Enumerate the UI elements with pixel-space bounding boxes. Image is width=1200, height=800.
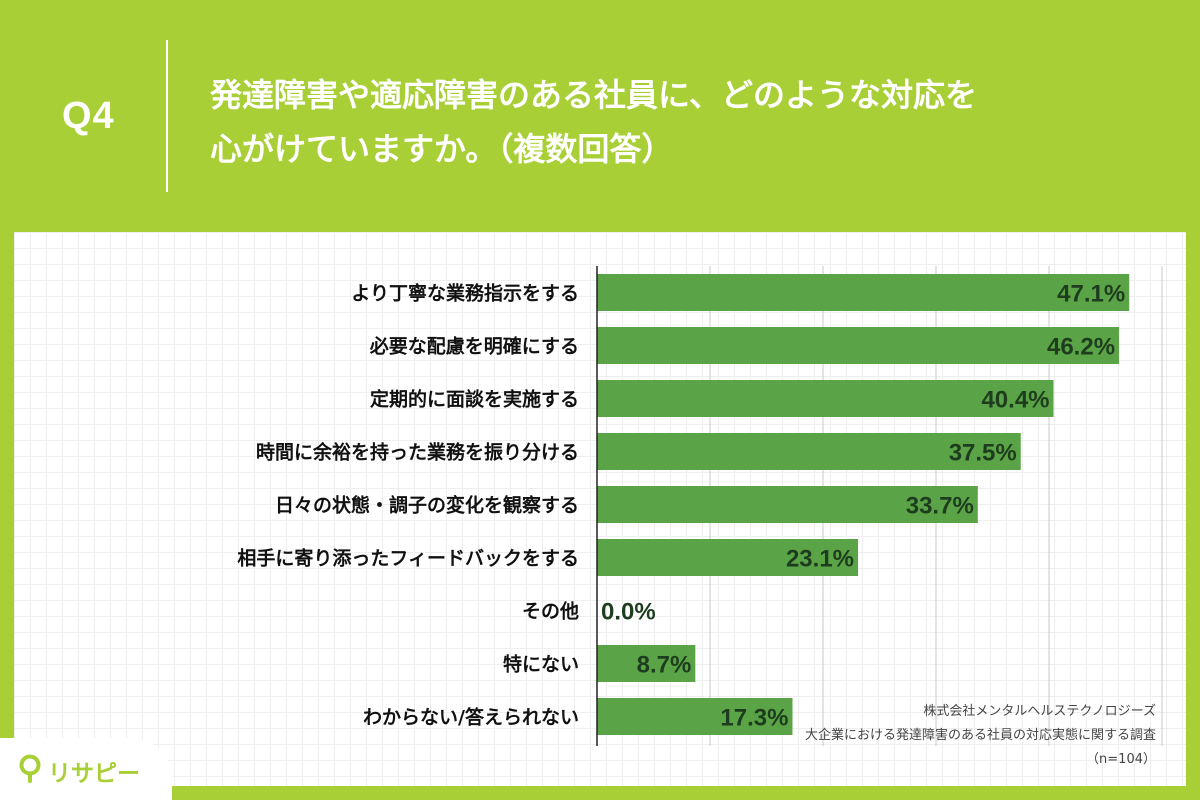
chart-panel: より丁寧な業務指示をする 47.1% 必要な配慮を明確にする 46.2% 定期的に面談を… xyxy=(14,232,1186,786)
source-sample-size: （n=104） xyxy=(1086,752,1156,767)
brand-logo-text: リサピー xyxy=(48,761,140,787)
bar xyxy=(597,327,1120,364)
bar-chart: より丁寧な業務指示をする 47.1% 必要な配慮を明確にする 46.2% 定期的に面談を… xyxy=(237,266,1163,746)
value-label: 40.4% xyxy=(981,387,1049,414)
value-label: 37.5% xyxy=(949,440,1017,467)
value-label: 23.1% xyxy=(786,546,854,573)
location-pin-icon xyxy=(19,754,41,783)
category-label: 必要な配慮を明確にする xyxy=(369,335,579,358)
value-label: 33.7% xyxy=(906,493,974,520)
question-number: Q4 xyxy=(62,95,115,137)
value-label: 8.7% xyxy=(637,652,692,679)
question-title: 発達障害や適応障害のある社員に、どのような対応を 心がけていますか。（複数回答） xyxy=(210,68,1110,176)
category-label: 日々の状態・調子の変化を観察する xyxy=(275,494,579,517)
bar xyxy=(597,433,1021,470)
bar xyxy=(597,274,1130,311)
category-label: 定期的に面談を実施する xyxy=(370,388,579,411)
category-label: より丁寧な業務指示をする xyxy=(351,282,579,305)
bar xyxy=(597,645,696,682)
question-title-line1: 発達障害や適応障害のある社員に、どのような対応を xyxy=(210,76,978,114)
value-label: 0.0% xyxy=(601,599,656,626)
category-label: その他 xyxy=(522,600,579,623)
bar xyxy=(597,539,859,576)
question-title-line2: 心がけていますか。（複数回答） xyxy=(210,130,674,168)
bar xyxy=(597,380,1054,417)
value-label: 46.2% xyxy=(1047,334,1115,361)
header: Q4 発達障害や適応障害のある社員に、どのような対応を 心がけていますか。（複数… xyxy=(0,0,1200,230)
bar xyxy=(597,486,978,523)
header-divider xyxy=(166,40,168,192)
category-label: 相手に寄り添ったフィードバックをする xyxy=(237,547,579,570)
category-label: 時間に余裕を持った業務を振り分ける xyxy=(256,441,579,464)
source-company: 株式会社メンタルヘルステクノロジーズ xyxy=(923,704,1156,719)
value-label: 17.3% xyxy=(720,705,788,732)
value-label: 47.1% xyxy=(1057,281,1125,308)
category-label: 特にない xyxy=(503,654,579,676)
brand-logo: リサピー xyxy=(0,738,172,800)
bar xyxy=(597,698,793,735)
source-survey: 大企業における発達障害のある社員の対応実態に関する調査 xyxy=(804,728,1156,743)
source-note: 株式会社メンタルヘルステクノロジーズ 大企業における発達障害のある社員の対応実態… xyxy=(805,700,1156,772)
category-label: わからない/答えられない xyxy=(363,706,579,729)
